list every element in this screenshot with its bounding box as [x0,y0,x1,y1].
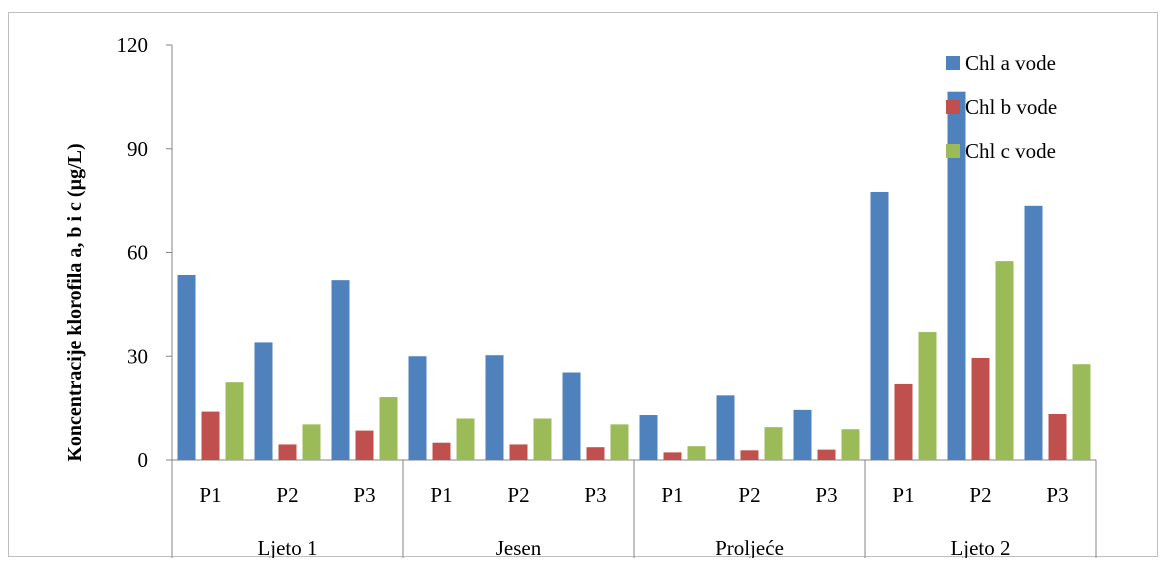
x-tick-label: P2 [276,483,298,507]
x-axis-labels: P1 P2 P3 P1 P2 P3 P1 P2 P3 P1 P2 P3 Ljeto 1 Jesen Prol… [199,483,1068,558]
x-tick-label: P3 [584,483,606,507]
bar-chl-a-vode [870,191,889,460]
legend-label: Chl c vode [965,139,1056,163]
bar-chl-b-vode [894,383,913,460]
legend-label: Chl b vode [965,95,1057,119]
bar-chl-b-vode [278,444,297,460]
x-tick-label: P2 [738,483,760,507]
x-tick-label: P3 [815,483,837,507]
legend: Chl a vode Chl b vode Chl c vode [946,51,1057,163]
legend-swatch [946,56,960,70]
bar-chl-a-vode [716,395,735,460]
x-group-label: Ljeto 2 [950,536,1010,558]
x-tick-label: P1 [892,483,914,507]
bar-chl-b-vode [740,450,759,460]
y-axis-labels: 0 30 60 90 120 [117,33,149,472]
bar-chl-a-vode [639,415,658,460]
x-tick-label: P3 [1046,483,1068,507]
x-group-label: Ljeto 1 [257,536,317,558]
chart-area: P1 P2 P3 P1 P2 P3 P1 P2 P3 P1 P2 P3 Ljeto 1 Jesen Prol… [8,12,1158,558]
bar-chl-c-vode [302,424,321,460]
bar-chl-a-vode [408,356,427,460]
legend-swatch [946,100,960,114]
bar-chl-c-vode [687,446,706,460]
bar-chl-b-vode [586,447,605,460]
bar-chl-a-vode [947,91,966,460]
bar-chl-c-vode [533,418,552,460]
bar-chl-c-vode [610,424,629,460]
bar-chl-b-vode [1048,414,1067,460]
bar-chl-b-vode [432,442,451,460]
y-axis-title: Koncentracije klorofila a, b i c (µg/L) [64,143,86,461]
bar-chl-a-vode [562,372,581,460]
bar-chl-b-vode [355,430,374,460]
legend-label: Chl a vode [965,51,1056,75]
bar-chl-c-vode [1072,364,1091,460]
x-tick-label: P1 [430,483,452,507]
x-tick-label: P1 [199,483,221,507]
bar-chl-c-vode [379,397,398,460]
bar-chl-c-vode [225,382,244,460]
bar-chl-a-vode [1024,205,1043,460]
y-tick-label: 90 [127,137,148,161]
bar-chl-c-vode [764,427,783,460]
bar-chl-a-vode [485,355,504,460]
x-group-label: Jesen [496,536,542,558]
bar-chl-a-vode [177,274,196,460]
bar-chl-b-vode [509,444,528,460]
legend-swatch [946,144,960,158]
x-tick-label: P2 [507,483,529,507]
bar-chl-b-vode [971,357,990,460]
y-tick-label: 0 [138,448,149,472]
bar-chl-b-vode [201,411,220,460]
x-group-label: Proljeće [715,536,784,558]
y-tick-label: 60 [127,241,148,265]
bar-chl-b-vode [663,452,682,460]
bars [177,91,1091,460]
bar-chl-a-vode [793,409,812,460]
y-tick-label: 120 [117,33,149,57]
axes [166,44,1097,558]
bar-chl-b-vode [817,449,836,460]
bar-chl-c-vode [841,429,860,460]
bar-chart: P1 P2 P3 P1 P2 P3 P1 P2 P3 P1 P2 P3 Ljeto 1 Jesen Prol… [64,33,1097,558]
bar-chl-c-vode [918,332,937,460]
bar-chl-c-vode [456,418,475,460]
x-tick-label: P1 [661,483,683,507]
bar-chl-a-vode [331,280,350,460]
x-tick-label: P2 [969,483,991,507]
bar-chl-c-vode [995,261,1014,460]
bar-chl-a-vode [254,342,273,460]
x-tick-label: P3 [353,483,375,507]
y-tick-label: 30 [127,344,148,368]
